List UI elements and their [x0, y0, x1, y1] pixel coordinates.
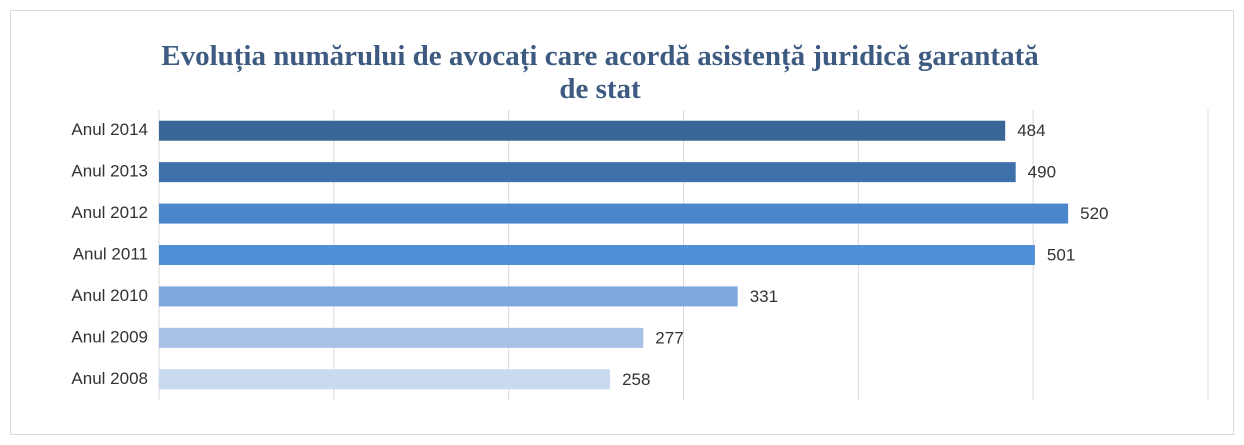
y-tick-label: Anul 2008 [71, 369, 148, 388]
value-label: 331 [750, 287, 778, 306]
value-label: 501 [1047, 245, 1075, 264]
bar [159, 369, 611, 390]
value-label: 277 [655, 328, 683, 347]
value-label: 520 [1080, 204, 1108, 223]
y-tick-label: Anul 2010 [71, 286, 148, 305]
chart-title: Evoluția numărului de avocați care acord… [161, 40, 1039, 105]
y-tick-label: Anul 2012 [71, 203, 148, 222]
bar [159, 327, 644, 348]
value-label: 258 [622, 370, 650, 389]
bar [159, 162, 1016, 183]
y-tick-label: Anul 2011 [73, 244, 148, 263]
y-tick-label: Anul 2014 [71, 120, 148, 139]
bar [159, 286, 738, 307]
y-tick-label: Anul 2009 [71, 327, 148, 346]
y-tick-label: Anul 2013 [71, 162, 148, 181]
bar [159, 203, 1069, 224]
bar [159, 120, 1006, 141]
value-label: 484 [1017, 121, 1045, 140]
value-label: 490 [1028, 163, 1056, 182]
bar [159, 245, 1035, 265]
